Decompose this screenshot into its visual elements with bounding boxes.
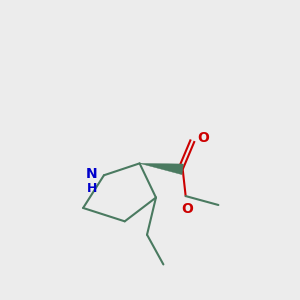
Text: N: N <box>86 167 98 181</box>
Polygon shape <box>140 164 183 175</box>
Text: H: H <box>87 182 97 195</box>
Text: O: O <box>197 131 209 145</box>
Text: O: O <box>181 202 193 216</box>
